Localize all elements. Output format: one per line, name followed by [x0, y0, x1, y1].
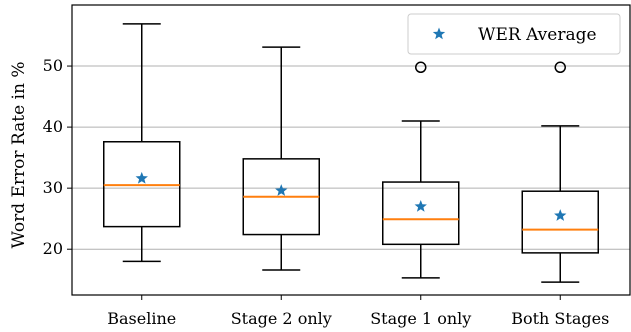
outlier-point: [554, 61, 566, 74]
legend-label: WER Average: [478, 25, 597, 45]
x-ticks: Baseline Stage 2 only Stage 1 only Both Sta…: [107, 295, 609, 328]
x-tick-label: Both Stages: [511, 309, 609, 328]
x-tick-label: Stage 2 only: [231, 309, 332, 328]
box-2: [242, 46, 320, 271]
mean-star-marker: [414, 199, 427, 212]
box-4: [521, 61, 599, 283]
box-1: [103, 23, 181, 263]
box-3: [382, 61, 460, 279]
plot-frame: [71, 4, 631, 296]
y-tick-label: 20: [43, 239, 63, 258]
y-tick-label: 30: [43, 178, 63, 197]
legend-box: [407, 13, 621, 55]
outlier-point: [415, 61, 427, 74]
y-tick-label: 50: [43, 56, 63, 75]
boxes: [103, 23, 599, 283]
legend-star-icon: [432, 27, 446, 40]
x-tick-label: Baseline: [107, 309, 176, 328]
y-ticks: 20 30 40 50: [43, 56, 72, 258]
iqr-box: [382, 181, 460, 246]
y-axis-label: Word Error Rate in %: [9, 62, 29, 249]
y-tick-label: 40: [43, 117, 63, 136]
mean-star-marker: [135, 171, 148, 184]
iqr-box: [521, 190, 599, 254]
grid-lines: [72, 65, 630, 250]
x-tick-label: Stage 1 only: [370, 309, 471, 328]
mean-star-marker: [554, 209, 567, 221]
mean-star-marker: [275, 184, 288, 196]
legend: WER Average: [407, 13, 621, 55]
